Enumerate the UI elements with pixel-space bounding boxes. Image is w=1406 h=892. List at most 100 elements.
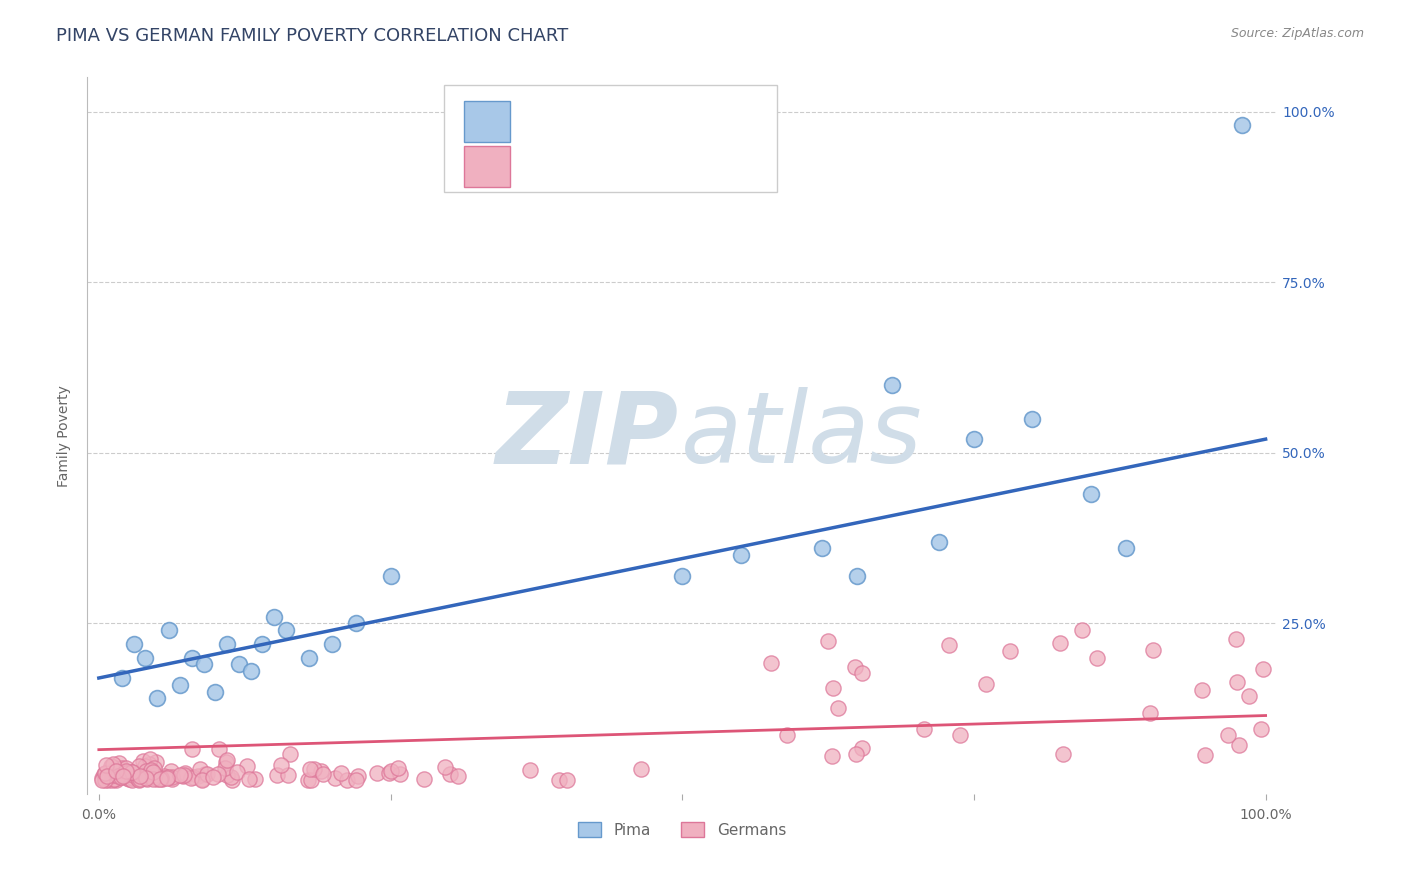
- Point: [135, 772, 157, 787]
- Point: [344, 773, 367, 788]
- Point: [221, 772, 243, 787]
- Point: [1226, 674, 1249, 689]
- Point: [107, 769, 129, 783]
- Point: [103, 766, 125, 780]
- Point: [174, 766, 197, 780]
- Text: PIMA VS GERMAN FAMILY POVERTY CORRELATION CHART: PIMA VS GERMAN FAMILY POVERTY CORRELATIO…: [56, 27, 568, 45]
- Point: [93, 767, 115, 781]
- Point: [389, 767, 412, 781]
- Text: N = 170: N = 170: [647, 157, 727, 176]
- Point: [266, 768, 288, 782]
- Point: [1142, 642, 1164, 657]
- Point: [110, 770, 132, 784]
- Point: [215, 767, 238, 781]
- Point: [187, 769, 209, 783]
- Text: atlas: atlas: [681, 387, 922, 484]
- Point: [1087, 651, 1109, 665]
- Point: [207, 767, 229, 781]
- Point: [912, 723, 935, 737]
- Point: [547, 773, 569, 788]
- Point: [134, 759, 156, 773]
- Point: [110, 768, 132, 782]
- Point: [160, 772, 183, 786]
- Point: [298, 762, 321, 776]
- Point: [118, 766, 141, 780]
- Point: [827, 701, 849, 715]
- Y-axis label: Family Poverty: Family Poverty: [58, 384, 72, 487]
- Point: [143, 761, 166, 775]
- Point: [107, 770, 129, 784]
- Point: [132, 768, 155, 782]
- Point: [169, 768, 191, 782]
- Point: [949, 728, 972, 742]
- Point: [195, 767, 218, 781]
- Point: [108, 756, 131, 770]
- Point: [226, 765, 249, 780]
- Point: [236, 758, 259, 772]
- Point: [145, 772, 167, 786]
- Point: [142, 765, 165, 780]
- Point: [1191, 682, 1213, 697]
- Point: [263, 609, 285, 624]
- Point: [103, 757, 125, 772]
- Point: [103, 772, 125, 786]
- Point: [274, 624, 297, 638]
- Point: [181, 770, 204, 784]
- Point: [238, 772, 260, 786]
- Point: [96, 772, 118, 786]
- Point: [671, 568, 693, 582]
- Point: [630, 762, 652, 776]
- Point: [135, 764, 157, 778]
- Point: [245, 772, 267, 787]
- Point: [519, 763, 541, 777]
- Point: [312, 767, 335, 781]
- Point: [149, 772, 172, 787]
- Point: [1216, 728, 1239, 742]
- Point: [132, 768, 155, 782]
- Point: [380, 764, 402, 778]
- Point: [974, 676, 997, 690]
- Legend: Pima, Germans: Pima, Germans: [572, 815, 792, 844]
- Point: [142, 772, 165, 786]
- Point: [321, 637, 343, 651]
- Point: [239, 664, 262, 678]
- Point: [1250, 722, 1272, 736]
- Point: [111, 671, 134, 685]
- Point: [157, 770, 180, 784]
- Point: [94, 766, 117, 780]
- Point: [1080, 487, 1102, 501]
- Point: [121, 765, 143, 780]
- Point: [190, 772, 212, 787]
- Text: R = 0.148: R = 0.148: [516, 157, 606, 176]
- Point: [111, 769, 134, 783]
- Point: [555, 773, 578, 788]
- Point: [377, 766, 399, 780]
- Point: [101, 768, 124, 782]
- Point: [174, 768, 197, 782]
- Point: [1227, 738, 1250, 752]
- Point: [146, 691, 169, 706]
- Point: [122, 637, 145, 651]
- Point: [1115, 541, 1137, 556]
- Point: [193, 657, 215, 672]
- Point: [110, 761, 132, 775]
- Point: [129, 772, 152, 787]
- Point: [135, 772, 157, 786]
- Point: [139, 765, 162, 780]
- Point: [159, 764, 181, 778]
- Point: [1251, 662, 1274, 676]
- Point: [817, 634, 839, 648]
- Point: [278, 747, 301, 761]
- Point: [851, 665, 873, 680]
- Point: [107, 768, 129, 782]
- Point: [228, 657, 250, 672]
- Point: [135, 767, 157, 781]
- Point: [128, 758, 150, 772]
- Point: [145, 768, 167, 782]
- Point: [217, 637, 239, 651]
- Point: [139, 763, 162, 777]
- Point: [811, 541, 834, 556]
- Point: [344, 616, 367, 631]
- Point: [103, 763, 125, 777]
- Point: [1139, 706, 1161, 721]
